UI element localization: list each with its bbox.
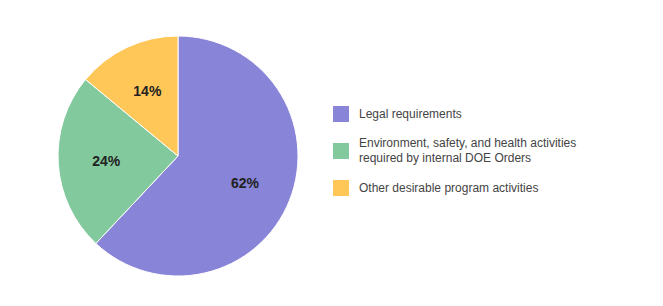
html-text:Legal requirements: Legal requirements: [359, 106, 462, 121]
svg-text:62%: 62%: [231, 175, 260, 191]
svg-text:14%: 14%: [133, 83, 162, 99]
svg-text:24%: 24%: [92, 153, 121, 169]
html-text:Environment, safety, and healt: Environment, safety, and health activiti…: [359, 136, 577, 150]
html-text:required by internal DOE Order: required by internal DOE Orders: [359, 151, 532, 165]
html-text:Other desirable program activi: Other desirable program activities: [359, 180, 539, 195]
